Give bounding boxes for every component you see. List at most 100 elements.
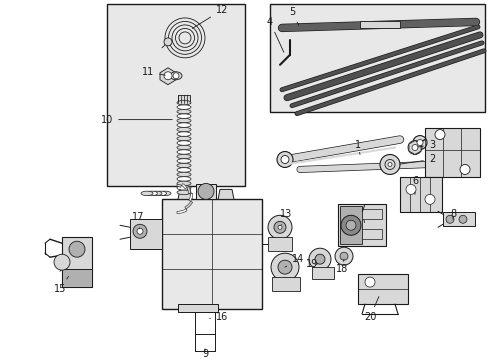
Circle shape bbox=[340, 215, 360, 235]
Circle shape bbox=[379, 154, 399, 175]
Ellipse shape bbox=[177, 105, 191, 109]
Ellipse shape bbox=[177, 132, 191, 136]
Bar bbox=[311, 267, 333, 279]
Text: 16: 16 bbox=[209, 312, 228, 322]
Bar bbox=[339, 206, 361, 244]
Ellipse shape bbox=[177, 150, 191, 154]
Polygon shape bbox=[181, 184, 186, 189]
Circle shape bbox=[198, 183, 214, 199]
Polygon shape bbox=[177, 184, 181, 187]
Text: 8: 8 bbox=[449, 209, 455, 219]
Bar bbox=[361, 229, 381, 239]
Polygon shape bbox=[177, 209, 187, 213]
Ellipse shape bbox=[177, 172, 191, 177]
Ellipse shape bbox=[177, 177, 191, 181]
Ellipse shape bbox=[177, 181, 191, 186]
Circle shape bbox=[314, 254, 325, 264]
Bar bbox=[178, 95, 190, 103]
Circle shape bbox=[278, 260, 291, 274]
Ellipse shape bbox=[145, 191, 157, 195]
Circle shape bbox=[273, 221, 285, 233]
Bar bbox=[359, 21, 399, 28]
Ellipse shape bbox=[177, 109, 191, 114]
Bar bbox=[178, 304, 218, 312]
Circle shape bbox=[339, 252, 347, 260]
Bar bbox=[267, 237, 291, 251]
Text: 4: 4 bbox=[266, 17, 283, 52]
Ellipse shape bbox=[177, 123, 191, 127]
Bar bbox=[442, 212, 474, 226]
Text: 11: 11 bbox=[142, 67, 165, 77]
Polygon shape bbox=[178, 189, 192, 199]
Circle shape bbox=[387, 162, 391, 166]
Circle shape bbox=[364, 277, 374, 287]
Ellipse shape bbox=[177, 163, 191, 168]
Polygon shape bbox=[184, 201, 192, 209]
Circle shape bbox=[424, 194, 434, 204]
Circle shape bbox=[459, 165, 469, 175]
Text: 19: 19 bbox=[305, 259, 318, 269]
Polygon shape bbox=[160, 68, 176, 85]
Ellipse shape bbox=[150, 191, 162, 195]
Text: 15: 15 bbox=[54, 276, 68, 294]
Bar bbox=[271, 277, 299, 291]
Polygon shape bbox=[408, 140, 420, 154]
Circle shape bbox=[334, 247, 352, 265]
Text: 18: 18 bbox=[335, 259, 347, 274]
Text: 2: 2 bbox=[399, 154, 434, 165]
Ellipse shape bbox=[154, 191, 166, 195]
Text: 1: 1 bbox=[354, 140, 360, 154]
Text: 9: 9 bbox=[202, 349, 207, 359]
Ellipse shape bbox=[177, 118, 191, 123]
Ellipse shape bbox=[177, 145, 191, 150]
Bar bbox=[62, 237, 92, 287]
Ellipse shape bbox=[141, 191, 153, 195]
Bar bbox=[361, 209, 381, 219]
Bar bbox=[424, 127, 479, 177]
Text: 14: 14 bbox=[285, 254, 304, 267]
Circle shape bbox=[278, 225, 282, 229]
Text: 12: 12 bbox=[192, 5, 228, 28]
Circle shape bbox=[407, 140, 421, 154]
Ellipse shape bbox=[177, 159, 191, 163]
Bar bbox=[357, 274, 407, 304]
Ellipse shape bbox=[177, 168, 191, 172]
Ellipse shape bbox=[177, 190, 191, 195]
Bar bbox=[62, 269, 92, 287]
Polygon shape bbox=[188, 193, 192, 201]
Ellipse shape bbox=[177, 154, 191, 159]
Circle shape bbox=[412, 136, 426, 149]
Ellipse shape bbox=[177, 141, 191, 145]
Bar bbox=[337, 204, 385, 246]
Circle shape bbox=[346, 220, 355, 230]
Circle shape bbox=[163, 38, 172, 46]
Circle shape bbox=[270, 253, 298, 281]
Bar bbox=[196, 184, 216, 199]
Circle shape bbox=[405, 184, 415, 194]
Circle shape bbox=[308, 248, 330, 270]
Ellipse shape bbox=[170, 72, 182, 80]
Polygon shape bbox=[218, 189, 234, 199]
Ellipse shape bbox=[177, 114, 191, 118]
Ellipse shape bbox=[177, 100, 191, 105]
Polygon shape bbox=[186, 186, 190, 193]
Circle shape bbox=[137, 228, 142, 234]
Ellipse shape bbox=[177, 127, 191, 132]
Text: 17: 17 bbox=[132, 212, 144, 229]
Circle shape bbox=[384, 159, 394, 170]
Circle shape bbox=[276, 152, 292, 167]
Text: 3: 3 bbox=[417, 140, 434, 149]
Circle shape bbox=[267, 215, 291, 239]
Circle shape bbox=[416, 140, 422, 145]
Bar bbox=[269, 4, 484, 112]
Text: 10: 10 bbox=[101, 114, 172, 125]
Circle shape bbox=[133, 224, 147, 238]
Ellipse shape bbox=[177, 186, 191, 190]
Text: 5: 5 bbox=[288, 7, 298, 26]
Text: 7: 7 bbox=[358, 204, 365, 222]
Bar bbox=[130, 219, 162, 249]
Circle shape bbox=[458, 215, 466, 223]
Bar bbox=[399, 177, 441, 212]
Circle shape bbox=[434, 130, 444, 140]
Circle shape bbox=[411, 144, 417, 150]
